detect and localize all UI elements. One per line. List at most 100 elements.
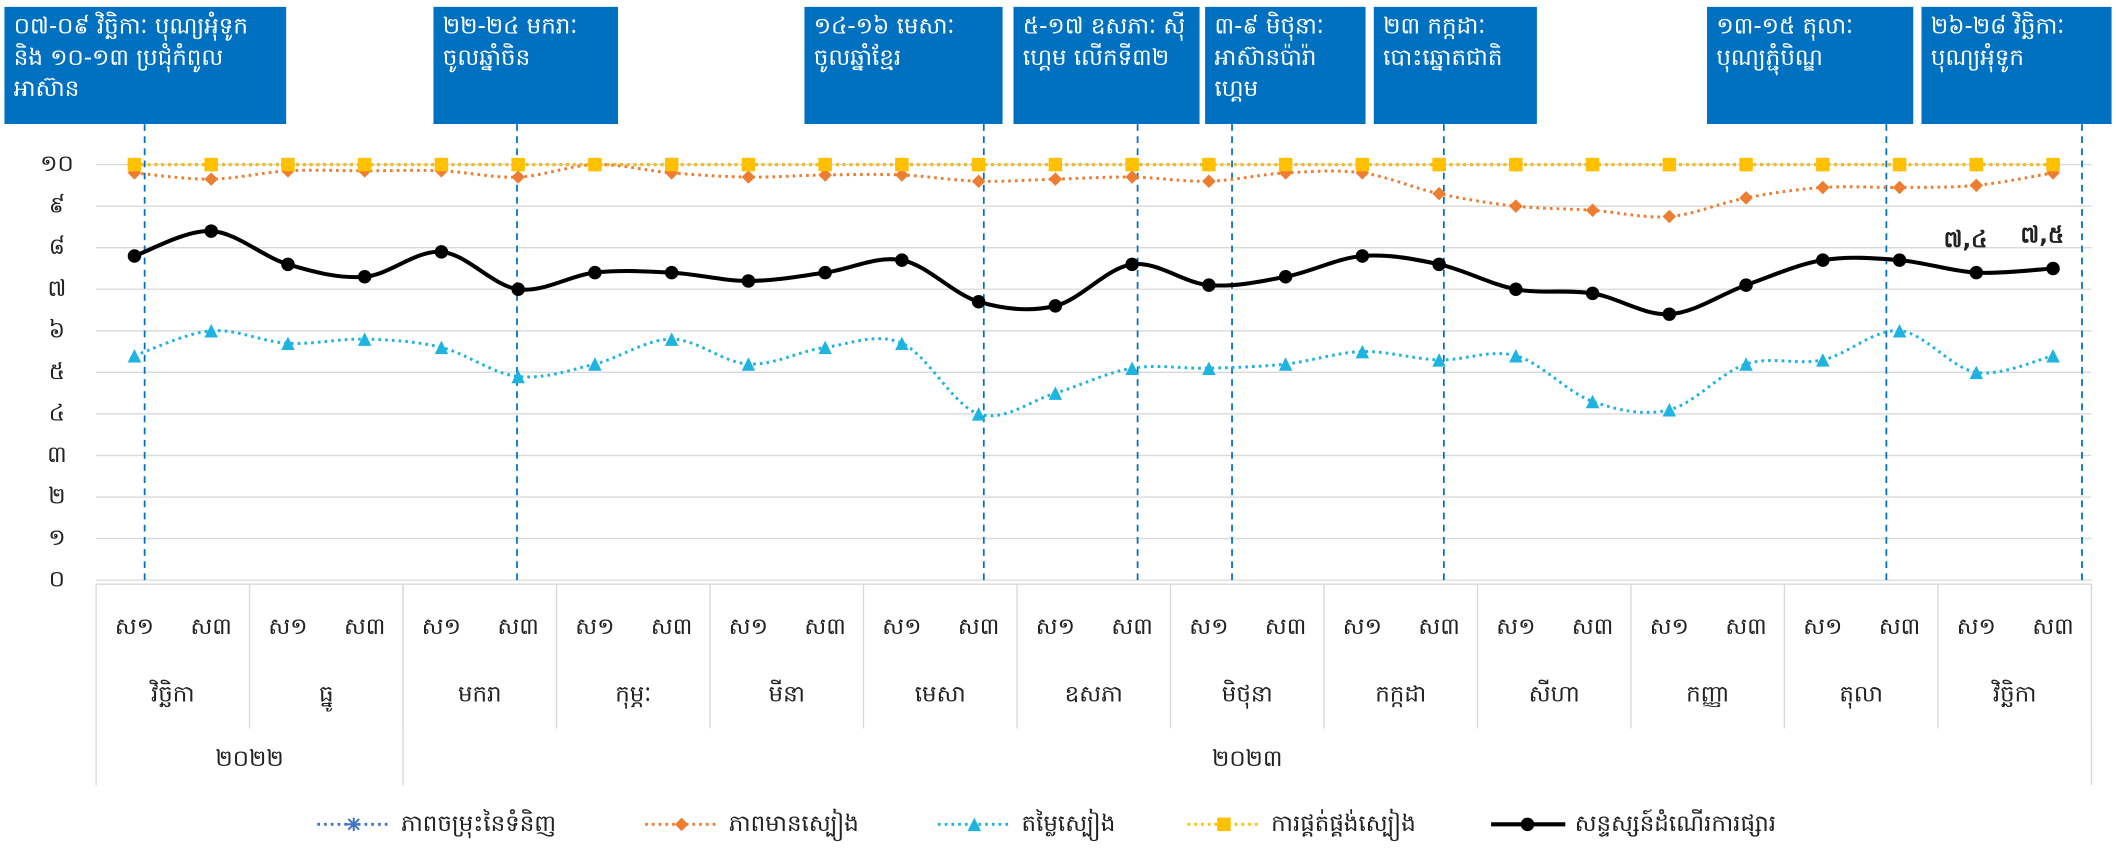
marker — [1202, 157, 1216, 172]
marker — [1048, 157, 1063, 172]
marker — [895, 253, 909, 267]
marker — [434, 157, 449, 172]
marker — [1217, 817, 1231, 832]
month-label: មីនា — [769, 679, 805, 707]
annotation-text: ០៧-០៩ វិច្ឆិកាៈ បុណ្យអុំទូក និង ១០-១៣ ប្… — [4, 6, 287, 125]
data-label: ៧,៥ — [2020, 223, 2064, 249]
marker — [204, 224, 218, 238]
legend-label: ភាពចម្រុះនៃទំនិញ — [401, 809, 556, 839]
x-tick-label: ស១ — [1189, 614, 1228, 640]
marker — [357, 270, 372, 284]
month-label: តុលា — [1839, 681, 1883, 709]
legend-label: តម្លៃស្បៀង — [1022, 808, 1116, 842]
marker — [1048, 386, 1063, 400]
marker — [204, 157, 218, 172]
x-tick-label: ស១ — [268, 614, 307, 640]
y-tick-label: ៨ — [49, 234, 65, 260]
month-label: មេសា — [915, 681, 966, 707]
y-tick-label: ៦ — [49, 317, 65, 343]
data-label: ៧,៤ — [1944, 227, 1988, 253]
marker — [1892, 157, 1907, 172]
x-tick-label: ស៣ — [804, 614, 845, 640]
marker — [1969, 265, 1984, 280]
marker — [971, 174, 986, 188]
marker — [1278, 270, 1293, 284]
month-label: កញ្ញា — [1686, 681, 1729, 707]
annotation-text: ៥-១៧ ឧសភាៈ ស៊ីហ្គេម លើកទី៣២ — [1013, 6, 1200, 125]
annotation-text: ១៤-១៦ មេសាៈ ចូលឆ្នាំខ្មែរ — [804, 6, 1003, 125]
month-label: វិច្ឆិកា — [149, 679, 194, 707]
x-tick-label: ស១ — [729, 614, 768, 640]
marker — [1739, 278, 1753, 292]
x-tick-label: ស១ — [1496, 614, 1535, 640]
marker — [1048, 172, 1063, 186]
marker — [1432, 353, 1446, 367]
annotation-box: ៣-៩ មិថុនាៈ អាស៊ានប៉ារ៉ាហ្គេម — [1205, 6, 1366, 125]
marker — [1125, 170, 1139, 184]
x-tick-label: ស៣ — [344, 614, 385, 640]
x-tick-label: ស៣ — [190, 614, 231, 640]
marker — [664, 332, 679, 346]
marker — [1892, 253, 1907, 267]
marker — [895, 336, 909, 351]
x-tick-label: ស១ — [882, 614, 921, 640]
annotation-text: ២៦-២៨ វិច្ឆិកាៈ បុណ្យអុំទូក — [1921, 6, 2112, 125]
annotation-box: ០៧-០៩ វិច្ឆិកាៈ បុណ្យអុំទូក និង ១០-១៣ ប្… — [4, 6, 287, 125]
marker — [967, 817, 982, 832]
x-tick-label: ស១ — [1803, 614, 1842, 640]
year-label: ២០២៣ — [1212, 746, 1283, 772]
marker — [741, 170, 756, 184]
legend-label: ការផ្គត់ផ្គង់ស្បៀង — [1271, 808, 1416, 842]
marker — [818, 265, 832, 280]
x-tick-label: ស៣ — [497, 614, 538, 640]
marker — [1125, 361, 1139, 375]
annotation-text: ២២-២៤ មករាៈ ចូលឆ្នាំចិន — [433, 6, 619, 125]
annotation-box: ២៣ កក្កដាៈ បោះឆ្នោតជាតិ — [1373, 6, 1537, 125]
marker — [357, 157, 372, 172]
marker — [1278, 357, 1293, 371]
annotation-box: ២២-២៤ មករាៈ ចូលឆ្នាំចិន — [433, 6, 619, 125]
marker — [1048, 299, 1063, 313]
marker — [2046, 261, 2060, 276]
marker — [434, 340, 449, 355]
marker — [1816, 157, 1830, 172]
marker — [511, 369, 525, 384]
marker — [588, 157, 602, 172]
marker — [1739, 157, 1753, 172]
x-tick-label: ស១ — [115, 614, 154, 640]
marker — [1125, 157, 1139, 172]
marker — [2046, 348, 2060, 363]
series-line — [133, 329, 2054, 418]
marker — [434, 245, 449, 259]
marker — [1509, 348, 1523, 363]
month-label: មិថុនា — [1222, 679, 1273, 709]
marker — [1202, 278, 1216, 292]
x-tick-label: ស៣ — [651, 614, 692, 640]
marker — [1969, 178, 1984, 193]
y-tick-label: ៤ — [49, 400, 65, 426]
x-tick-label: ស៣ — [1725, 614, 1766, 640]
annotation-box: ៥-១៧ ឧសភាៈ ស៊ីហ្គេម លើកទី៣២ — [1013, 6, 1200, 125]
marker — [741, 274, 756, 288]
marker — [588, 265, 602, 280]
x-tick-label: ស១ — [1036, 614, 1075, 640]
x-tick-label: ស៣ — [1265, 614, 1306, 640]
legend-label: ភាពមានស្បៀង — [729, 808, 859, 842]
marker — [281, 257, 295, 272]
marker — [1202, 174, 1216, 188]
y-tick-label: ៩ — [49, 193, 65, 219]
marker — [127, 348, 142, 363]
marker — [1892, 180, 1907, 195]
series-line — [133, 229, 2054, 317]
marker — [1355, 157, 1370, 172]
marker — [1125, 257, 1139, 272]
annotation-text: ១៣-១៥ តុលាៈ បុណ្យភ្ជុំបិណ្ឌ — [1706, 6, 1914, 125]
marker — [281, 157, 295, 172]
y-tick-label: ១០ — [40, 151, 74, 177]
x-tick-label: ស១ — [575, 614, 614, 640]
annotation-box: ២៦-២៨ វិច្ឆិកាៈ បុណ្យអុំទូក — [1921, 6, 2112, 125]
y-tick-label: ៣ — [47, 442, 67, 468]
marker — [971, 157, 986, 172]
